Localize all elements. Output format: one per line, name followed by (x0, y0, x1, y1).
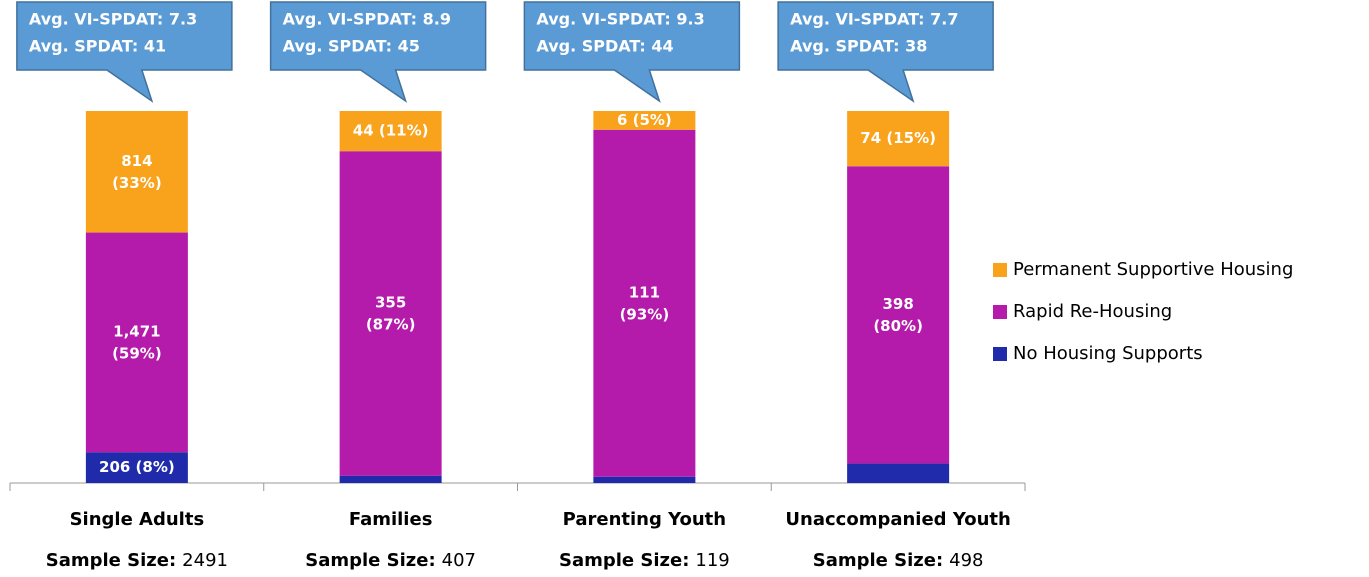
data-label: 1,471 (59%) (112, 322, 162, 362)
callout-text: Avg. SPDAT: 45 (283, 37, 420, 56)
legend-swatch (993, 263, 1007, 277)
sample-size-value: 498 (949, 550, 983, 571)
callout (16, 1, 233, 103)
callout (777, 1, 994, 103)
data-label: 6 (5%) (617, 111, 672, 129)
bar-segment (85, 111, 188, 233)
callout-text: Avg. SPDAT: 41 (29, 37, 166, 56)
data-label: 111 (93%) (620, 283, 670, 323)
sample-size-value: 2491 (182, 550, 228, 571)
callout-text: Avg. VI-SPDAT: 7.7 (790, 10, 958, 29)
sample-size-value: 119 (695, 550, 729, 571)
legend-swatch (993, 305, 1007, 319)
bar-segment (339, 475, 442, 483)
sample-size-label: Sample Size: (46, 550, 176, 571)
callout (523, 1, 741, 103)
legend-label: Rapid Re-Housing (1013, 301, 1172, 322)
bar-segment (339, 151, 442, 476)
data-label: 814 (33%) (112, 151, 162, 191)
x-tick-label: Parenting Youth (563, 509, 726, 530)
bar-segment (593, 129, 696, 477)
x-tick-label: Families (349, 509, 433, 530)
bar-segment (847, 166, 950, 464)
bar-segment (85, 452, 188, 483)
sample-size-label: Sample Size: (813, 550, 943, 571)
sample-size-value: 407 (442, 550, 476, 571)
callout-text: Avg. VI-SPDAT: 9.3 (536, 10, 704, 29)
data-label: 206 (8%) (99, 458, 175, 476)
bar-segment (593, 111, 696, 130)
sample-size-label: Sample Size: (305, 550, 435, 571)
callout-text: Avg. VI-SPDAT: 7.3 (29, 10, 197, 29)
legend-swatch (993, 347, 1007, 361)
x-tick-label: Single Adults (70, 509, 205, 530)
bar-segment (847, 111, 950, 167)
bar-segment (339, 111, 442, 152)
legend-label: Permanent Supportive Housing (1013, 259, 1293, 280)
data-label: 74 (15%) (860, 129, 936, 147)
bar-segment (847, 463, 950, 483)
x-tick-label: Unaccompanied Youth (785, 509, 1010, 530)
sample-size: Sample Size: 498 (813, 550, 984, 571)
data-label: 44 (11%) (353, 122, 429, 140)
sample-size: Sample Size: 407 (305, 550, 476, 571)
bar-segment (85, 232, 188, 453)
data-label: 398 (80%) (873, 294, 923, 334)
sample-size: Sample Size: 119 (559, 550, 730, 571)
callout-text: Avg. SPDAT: 38 (790, 37, 927, 56)
bar-segment (593, 476, 696, 483)
data-label: 355 (87%) (366, 293, 416, 333)
callout (269, 1, 487, 103)
callout-text: Avg. SPDAT: 44 (536, 37, 673, 56)
callout-text: Avg. VI-SPDAT: 8.9 (283, 10, 451, 29)
legend-label: No Housing Supports (1013, 343, 1203, 364)
sample-size: Sample Size: 2491 (46, 550, 228, 571)
sample-size-label: Sample Size: (559, 550, 689, 571)
